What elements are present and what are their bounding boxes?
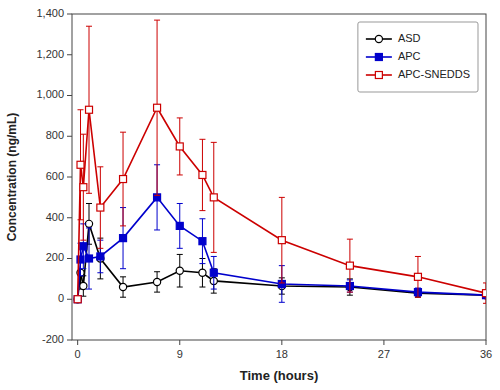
y-tick — [67, 136, 72, 137]
data-point — [199, 269, 206, 276]
y-tick — [67, 217, 72, 218]
y-tick-label: -200 — [42, 333, 64, 345]
legend-marker — [375, 54, 382, 61]
series — [74, 20, 486, 303]
error-bar — [347, 239, 353, 292]
x-tick-label: 9 — [177, 348, 183, 360]
x-tick — [281, 340, 282, 345]
y-tick — [67, 177, 72, 178]
series-line — [78, 108, 486, 300]
data-point — [86, 255, 93, 262]
data-point — [176, 222, 183, 229]
data-point — [74, 296, 81, 303]
series — [74, 165, 486, 303]
data-point — [176, 267, 183, 274]
x-tick — [77, 340, 78, 345]
error-bar — [177, 118, 183, 175]
chart: -200 0 200 400 600 800 1,000 1,200 1,400 0 9 18 27 36… — [0, 0, 500, 390]
legend-marker — [375, 72, 382, 79]
data-point — [77, 161, 84, 168]
y-tick-label: 600 — [46, 170, 64, 182]
error-bar — [97, 167, 103, 249]
error-bar — [86, 26, 92, 193]
x-tick-label: 36 — [480, 348, 492, 360]
error-bar — [211, 142, 217, 252]
y-tick — [67, 14, 72, 15]
data-point — [154, 104, 161, 111]
error-bar — [154, 272, 160, 292]
legend-label: APC — [398, 50, 421, 62]
series-line — [78, 197, 486, 299]
x-tick-label: 27 — [378, 348, 390, 360]
data-point — [210, 269, 217, 276]
y-tick-label: 400 — [46, 211, 64, 223]
error-bar — [177, 254, 183, 287]
data-point — [210, 194, 217, 201]
data-point — [120, 176, 127, 183]
y-tick-label: 0 — [58, 292, 64, 304]
series — [74, 203, 486, 302]
data-point — [153, 278, 160, 285]
plot-background — [72, 14, 486, 340]
error-bar — [211, 256, 217, 289]
error-bar — [120, 132, 126, 226]
data-point — [80, 243, 87, 250]
x-tick-label: 18 — [276, 348, 288, 360]
plot-frame — [72, 14, 486, 340]
data-point — [483, 290, 487, 297]
error-bar — [154, 20, 160, 195]
error-bar — [120, 277, 126, 297]
y-axis-label: Concentration (ng/mL) — [5, 113, 19, 242]
error-bar — [483, 283, 486, 303]
data-point — [346, 262, 353, 269]
x-tick-label: 0 — [75, 348, 81, 360]
legend-box — [358, 22, 478, 92]
data-point — [80, 184, 87, 191]
data-point — [74, 296, 81, 303]
error-bar — [177, 203, 183, 248]
y-tick-label: 1,000 — [36, 88, 64, 100]
y-tick-label: 800 — [46, 129, 64, 141]
y-tick — [67, 299, 72, 300]
y-tick — [67, 54, 72, 55]
y-tick-label: 1,400 — [36, 7, 64, 19]
error-bar — [86, 228, 92, 289]
y-tick — [67, 258, 72, 259]
legend-item: APC-SNEDDS — [366, 68, 470, 80]
data-point — [176, 143, 183, 150]
y-tick — [67, 95, 72, 96]
legend-marker — [375, 35, 382, 42]
error-bar — [415, 256, 421, 297]
error-bar — [279, 197, 285, 283]
error-bar — [78, 110, 84, 220]
data-point — [199, 171, 206, 178]
error-bar — [199, 219, 205, 264]
x-axis-label: Time (hours) — [240, 368, 319, 383]
data-point — [97, 204, 104, 211]
y-tick-label: 200 — [46, 251, 64, 263]
legend-label: ASD — [398, 32, 421, 44]
x-tick — [383, 340, 384, 345]
data-point — [278, 237, 285, 244]
x-tick — [179, 340, 180, 345]
data-point — [85, 220, 92, 227]
error-bar — [199, 139, 205, 210]
y-tick — [67, 340, 72, 341]
legend-item: ASD — [366, 32, 421, 44]
data-point — [86, 106, 93, 113]
x-tick — [486, 340, 487, 345]
data-point — [97, 253, 104, 260]
data-point — [80, 282, 87, 289]
legend-item: APC — [366, 50, 421, 62]
data-point — [414, 273, 421, 280]
data-point — [119, 283, 126, 290]
data-point — [120, 235, 127, 242]
axes: -200 0 200 400 600 800 1,000 1,200 1,400 0 9 18 27 36 — [36, 7, 492, 360]
legend-label: APC-SNEDDS — [398, 68, 470, 80]
y-tick-label: 1,200 — [36, 48, 64, 60]
data-point — [199, 238, 206, 245]
legend: ASD APC APC-SNEDDS — [358, 22, 478, 92]
plot-area — [74, 20, 486, 303]
data-point — [74, 296, 81, 303]
